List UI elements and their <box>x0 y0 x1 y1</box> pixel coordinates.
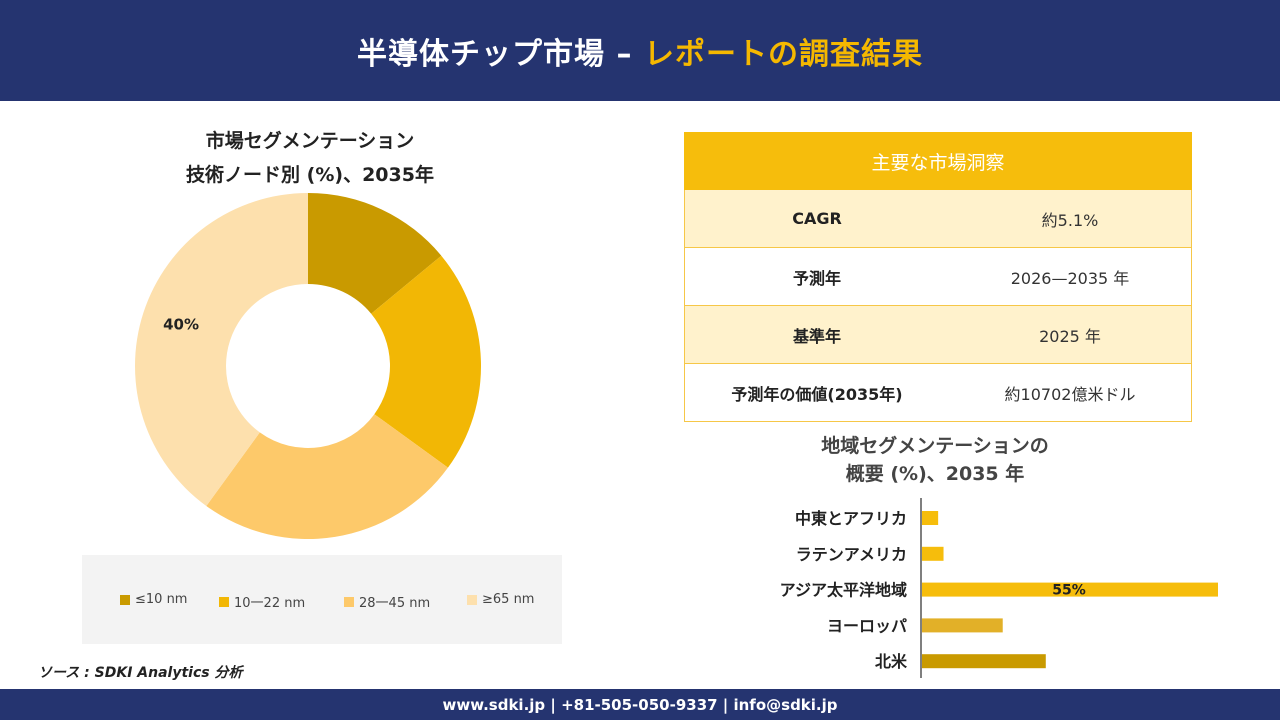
legend-swatch <box>120 594 130 605</box>
donut-slice <box>308 193 442 314</box>
donut-chart: 40% <box>135 193 481 539</box>
page-title-accent: レポートの調査結果 <box>643 36 923 72</box>
bar-category-label: ラテンアメリカ <box>796 545 907 564</box>
legend-item: 10一22 nm <box>219 592 305 611</box>
footer-bar: www.sdki.jp | +81-505-050-9337 | info@sd… <box>0 689 1280 720</box>
donut-slice <box>371 255 481 468</box>
insight-row-forecast-year: 予測年 2026—2035 年 <box>684 248 1192 306</box>
insight-key: 基準年 <box>792 326 841 346</box>
insight-value: 約5.1% <box>1041 210 1099 230</box>
legend-label: ≥65 nm <box>482 592 535 607</box>
donut-slice <box>135 193 308 506</box>
donut-slice-label: 40% <box>163 316 199 334</box>
bar <box>922 546 944 561</box>
donut-title-line2: 技術ノード別 (%)、2035年 <box>186 164 434 186</box>
legend-item: ≥65 nm <box>467 592 534 607</box>
bar <box>922 654 1046 669</box>
bar <box>922 618 1003 633</box>
legend-label: 28一45 nm <box>359 596 431 611</box>
donut-chart-title: 市場セグメンテーション 技術ノード別 (%)、2035年 <box>110 124 510 192</box>
bar-category-label: 北米 <box>875 652 908 671</box>
legend-label: 10一22 nm <box>234 596 306 611</box>
insight-row-forecast-value: 予測年の価値(2035年) 約10702億米ドル <box>684 364 1192 422</box>
bar-title-line1: 地域セグメンテーションの <box>821 435 1049 457</box>
bar <box>922 582 1218 597</box>
legend-swatch <box>344 596 354 607</box>
insight-key: 予測年の価値(2035年) <box>731 384 903 404</box>
insight-key: 予測年 <box>792 268 841 288</box>
bar-category-label: ヨーロッパ <box>827 616 907 635</box>
legend-item: ≤10 nm <box>120 592 187 607</box>
page-title-main: 半導体チップ市場 – <box>357 36 633 72</box>
insight-row-base-year: 基準年 2025 年 <box>684 306 1192 364</box>
key-insights-table: 主要な市場洞察 CAGR 約5.1% 予測年 2026—2035 年 基準年 2… <box>684 132 1192 422</box>
bar <box>922 511 939 525</box>
page-title: 半導体チップ市場 – レポートの調査結果 <box>357 29 923 73</box>
insight-row-cagr: CAGR 約5.1% <box>684 190 1192 248</box>
legend-label: ≤10 nm <box>135 592 188 607</box>
donut-legend: ≤10 nm 10一22 nm 28一45 nm ≥65 nm <box>82 555 562 644</box>
bar-chart-title: 地域セグメンテーションの 概要 (%)、2035 年 <box>770 432 1100 488</box>
legend-swatch <box>467 594 477 605</box>
bar-value-label: 55% <box>1052 583 1086 599</box>
key-insights-header: 主要な市場洞察 <box>684 132 1192 190</box>
donut-slice <box>206 414 448 539</box>
bar-category-label: アジア太平洋地域 <box>780 581 907 600</box>
insight-value: 約10702億米ドル <box>1004 384 1136 404</box>
donut-title-line1: 市場セグメンテーション <box>205 130 415 152</box>
legend-item: 28一45 nm <box>344 592 430 611</box>
bar-title-line2: 概要 (%)、2035 年 <box>845 463 1025 485</box>
source-note: ソース : SDKI Analytics 分析 <box>38 665 243 681</box>
insight-value: 2025 年 <box>1039 326 1101 346</box>
bar-category-label: 中東とアフリカ <box>795 509 907 528</box>
header-bar: 半導体チップ市場 – レポートの調査結果 <box>0 0 1280 101</box>
legend-swatch <box>219 596 229 607</box>
insight-value: 2026—2035 年 <box>1010 268 1130 288</box>
insight-key: CAGR <box>792 209 842 228</box>
